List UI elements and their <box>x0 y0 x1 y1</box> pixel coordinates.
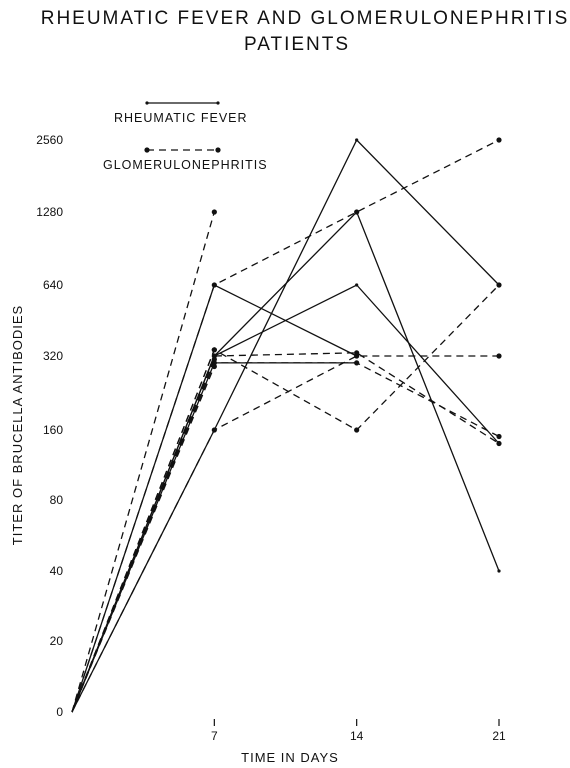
glomerulonephritis-line <box>71 284 500 713</box>
x-axis-ticks: 7 14 21 <box>211 719 506 743</box>
x-tick-label: 7 <box>211 729 218 743</box>
data-point <box>497 569 501 573</box>
data-point <box>354 350 360 356</box>
legend: RHEUMATIC FEVER GLOMERULONEPHRITIS <box>103 101 268 172</box>
y-tick-label: 0 <box>56 705 63 719</box>
x-tick-label: 21 <box>492 729 506 743</box>
y-axis-ticks: 0 20 40 80 160 320 640 1280 2560 <box>36 133 63 719</box>
legend-label-glomerulonephritis: GLOMERULONEPHRITIS <box>103 158 268 172</box>
y-tick-label: 320 <box>43 349 63 363</box>
data-point <box>496 433 502 440</box>
data-point <box>211 282 217 288</box>
data-point <box>354 360 360 366</box>
data-point <box>354 209 360 215</box>
glomerulonephritis-line <box>71 355 499 713</box>
data-point <box>496 440 502 447</box>
glomerulonephritis-line <box>71 211 215 713</box>
y-tick-label: 20 <box>50 634 64 648</box>
data-point <box>355 283 359 287</box>
legend-marker <box>145 101 149 105</box>
rheumatic-fever-line <box>71 284 500 713</box>
y-axis-label: TITER OF BRUCELLA ANTIBODIES <box>10 305 25 545</box>
data-point <box>211 347 217 353</box>
glomerulonephritis-line <box>71 362 500 713</box>
legend-marker <box>215 147 221 153</box>
y-tick-label: 80 <box>50 493 64 507</box>
data-point <box>211 209 217 215</box>
x-tick-label: 14 <box>350 729 364 743</box>
x-axis-label: TIME IN DAYS <box>241 750 339 765</box>
y-tick-label: 640 <box>43 278 63 292</box>
glomerulonephritis-line <box>71 352 500 713</box>
chart-title-line-1: RHEUMATIC FEVER AND GLOMERULONEPHRITIS <box>40 8 570 29</box>
data-point <box>496 353 502 359</box>
legend-label-rheumatic-fever: RHEUMATIC FEVER <box>114 111 248 125</box>
chart-title-line-2: PATIENTS <box>243 34 351 55</box>
data-point <box>355 138 359 142</box>
y-tick-label: 40 <box>50 564 64 578</box>
data-point <box>211 427 217 433</box>
rheumatic-fever-line <box>71 138 500 713</box>
data-point <box>211 356 217 362</box>
glomerulonephritis-line <box>71 366 215 713</box>
rheumatic-fever-line <box>71 210 500 713</box>
data-point <box>211 363 217 370</box>
data-series <box>71 137 502 713</box>
legend-marker <box>144 147 150 153</box>
y-tick-label: 1280 <box>36 205 63 219</box>
data-point <box>496 137 502 143</box>
glomerulonephritis-line <box>71 139 500 713</box>
y-tick-label: 160 <box>43 423 63 437</box>
rheumatic-fever-line <box>71 362 357 713</box>
y-tick-label: 2560 <box>36 133 63 147</box>
data-point <box>496 282 502 288</box>
data-point <box>354 427 360 433</box>
legend-marker <box>216 101 220 105</box>
